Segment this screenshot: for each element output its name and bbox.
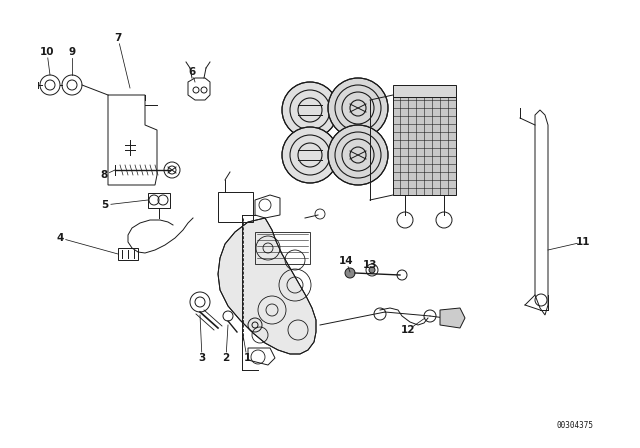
Text: 1: 1 [243,353,251,363]
Text: 2: 2 [222,353,230,363]
Bar [255,232,310,264]
Polygon shape [440,308,465,328]
Text: 14: 14 [339,256,353,266]
Bar [148,193,170,208]
Text: 5: 5 [101,200,109,210]
Circle shape [345,268,355,278]
Polygon shape [218,218,316,354]
Text: 4: 4 [56,233,64,243]
Text: 10: 10 [40,47,54,57]
Circle shape [282,82,338,138]
Text: 6: 6 [188,67,196,77]
Text: 8: 8 [100,170,108,180]
Text: 13: 13 [363,260,377,270]
Text: 3: 3 [198,353,205,363]
Circle shape [369,267,375,273]
Circle shape [282,127,338,183]
Bar [218,192,253,222]
Polygon shape [393,95,456,195]
Bar [393,85,456,97]
Circle shape [328,125,388,185]
Text: 7: 7 [115,33,122,43]
Circle shape [328,78,388,138]
Text: 00304375: 00304375 [557,421,593,430]
Text: 12: 12 [401,325,415,335]
Bar [118,248,138,260]
Text: 9: 9 [68,47,76,57]
Text: 11: 11 [576,237,590,247]
